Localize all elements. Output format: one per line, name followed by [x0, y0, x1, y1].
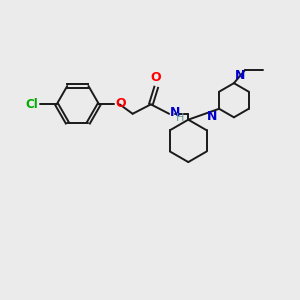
Text: Cl: Cl — [26, 98, 38, 111]
Text: H: H — [176, 113, 184, 123]
Text: N: N — [170, 106, 180, 119]
Text: N: N — [207, 110, 218, 123]
Text: N: N — [235, 69, 245, 82]
Text: O: O — [115, 97, 126, 110]
Text: O: O — [151, 71, 161, 84]
